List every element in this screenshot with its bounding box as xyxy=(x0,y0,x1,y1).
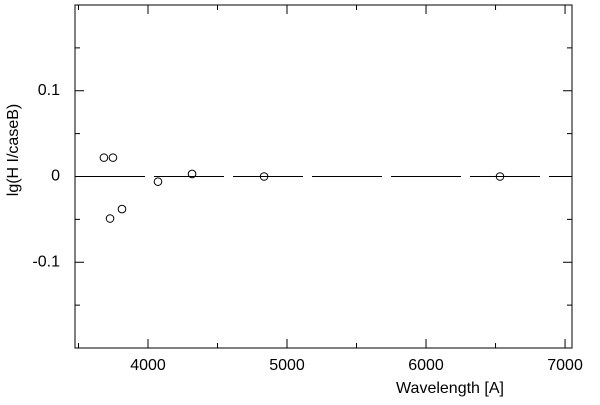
point xyxy=(259,172,269,181)
x-tick-label: 6000 xyxy=(408,357,444,374)
y-tick-label: 0.1 xyxy=(38,82,60,99)
point xyxy=(108,153,118,162)
point xyxy=(153,177,163,186)
point xyxy=(495,172,505,181)
x-tick-label: 4000 xyxy=(130,357,166,374)
y-axis-label: lg(H I/caseB) xyxy=(5,104,22,196)
y-tick-label: -0.1 xyxy=(32,253,60,270)
x-tick-label: 5000 xyxy=(269,357,305,374)
x-axis-label: Wavelength [A] xyxy=(396,380,504,397)
point xyxy=(99,153,109,162)
point xyxy=(117,204,127,214)
point xyxy=(105,214,115,223)
point xyxy=(187,169,197,179)
y-tick-label: 0 xyxy=(51,168,60,185)
x-tick-label: 7000 xyxy=(547,357,583,374)
